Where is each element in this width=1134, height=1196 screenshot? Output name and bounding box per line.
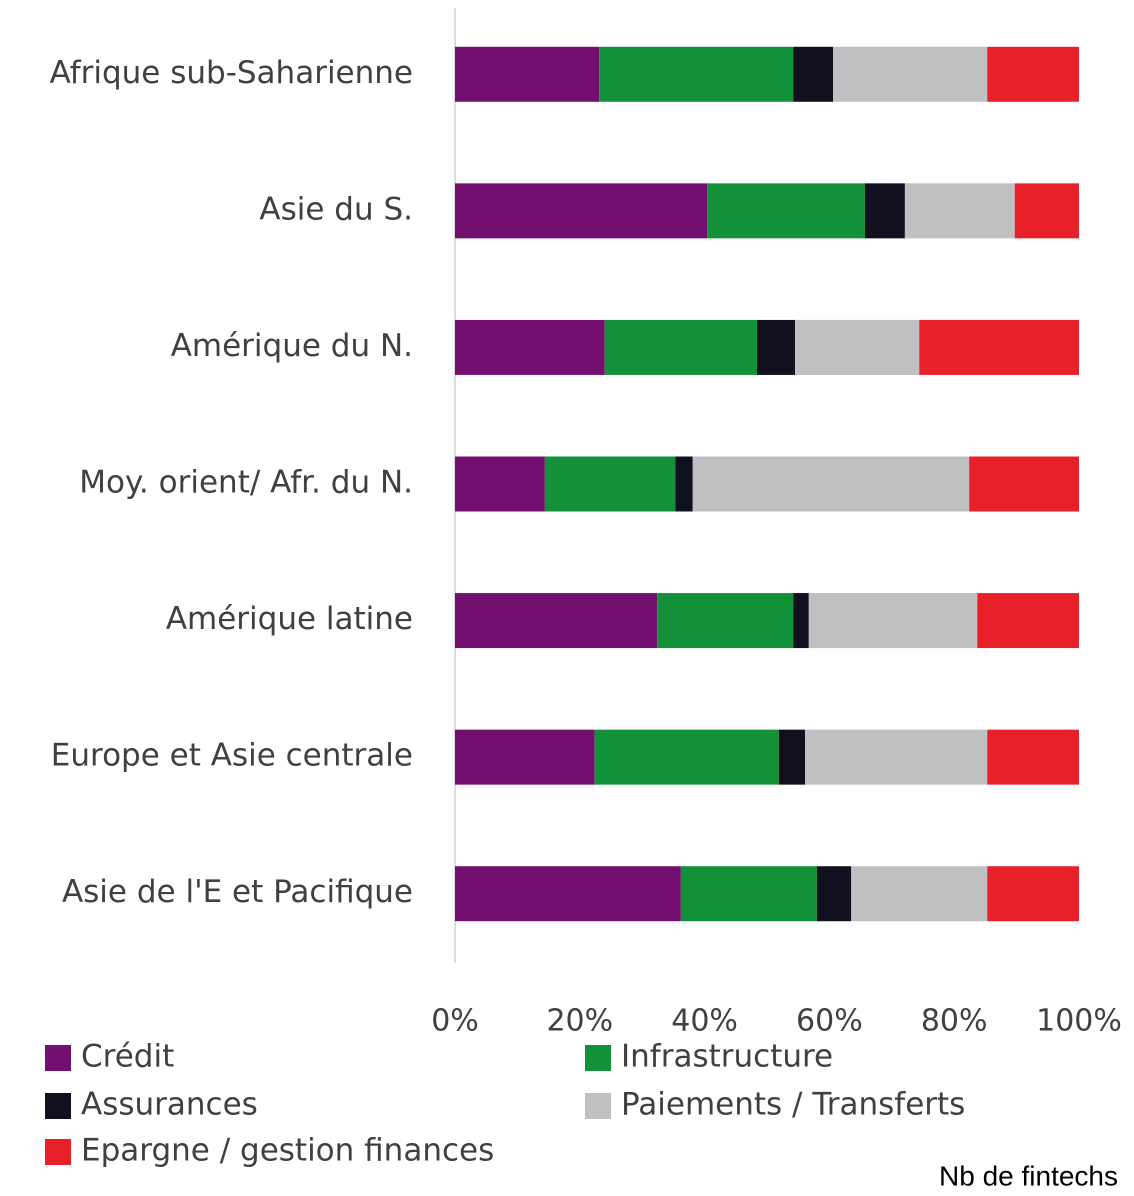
bar-segment <box>675 456 693 512</box>
bar-segment <box>455 593 658 649</box>
bar-segment <box>599 46 794 102</box>
bar-segment <box>793 46 834 102</box>
bar-segment <box>969 456 1079 512</box>
bar-segment <box>805 729 988 785</box>
y-tick-label: Asie du S. <box>259 191 413 227</box>
bar-segment <box>778 729 806 785</box>
bar-segment <box>657 593 794 649</box>
y-tick-label: Asie de l'E et Pacifique <box>62 874 413 910</box>
legend-swatch <box>585 1093 611 1119</box>
bar-segment <box>692 456 970 512</box>
bar-segment <box>919 319 1079 375</box>
bar-segment <box>544 456 676 512</box>
bar-segment <box>604 319 758 375</box>
bar-segment <box>680 866 817 922</box>
bar-segment <box>904 183 1015 239</box>
y-tick-label: Afrique sub-Saharienne <box>50 55 413 91</box>
bar-segment <box>594 729 779 785</box>
bar-segment <box>793 593 809 649</box>
bar-segment <box>455 729 595 785</box>
annotation: Nb de fintechs <box>939 1160 1118 1191</box>
x-tick-label: 100% <box>1036 1004 1122 1039</box>
x-tick-label: 60% <box>796 1004 863 1039</box>
bar-segment <box>816 866 852 922</box>
legend-label: Crédit <box>81 1039 174 1075</box>
legend-swatch <box>45 1139 71 1165</box>
bar-segment <box>987 729 1079 785</box>
y-tick-label: Amérique du N. <box>171 328 413 364</box>
y-tick-label: Moy. orient/ Afr. du N. <box>79 465 413 501</box>
bar-segment <box>977 593 1079 649</box>
bar-segment <box>851 866 988 922</box>
x-tick-label: 40% <box>671 1004 738 1039</box>
y-tick-label: Amérique latine <box>166 601 413 637</box>
legend-label: Assurances <box>81 1087 258 1123</box>
bar-segment <box>1014 183 1079 239</box>
legend-swatch <box>45 1045 71 1071</box>
bar-segment <box>864 183 905 239</box>
bar-segment <box>757 319 796 375</box>
legend-label: Infrastructure <box>621 1039 833 1075</box>
bar-segment <box>833 46 988 102</box>
bar-segment <box>455 866 681 922</box>
bar-segment <box>455 46 600 102</box>
legend-swatch <box>585 1045 611 1071</box>
y-tick-label: Europe et Asie centrale <box>51 738 413 774</box>
bar-segment <box>707 183 865 239</box>
bar-segment <box>987 866 1079 922</box>
legend-label: Paiements / Transferts <box>621 1087 965 1123</box>
bar-segment <box>795 319 920 375</box>
bar-segment <box>987 46 1079 102</box>
x-tick-label: 80% <box>921 1004 988 1039</box>
bar-segment <box>808 593 978 649</box>
x-tick-label: 20% <box>546 1004 613 1039</box>
x-tick-label: 0% <box>431 1004 479 1039</box>
bar-segment <box>455 183 708 239</box>
legend-label: Epargne / gestion finances <box>81 1133 494 1169</box>
bar-segment <box>455 319 605 375</box>
bar-segment <box>455 456 545 512</box>
legend-swatch <box>45 1093 71 1119</box>
